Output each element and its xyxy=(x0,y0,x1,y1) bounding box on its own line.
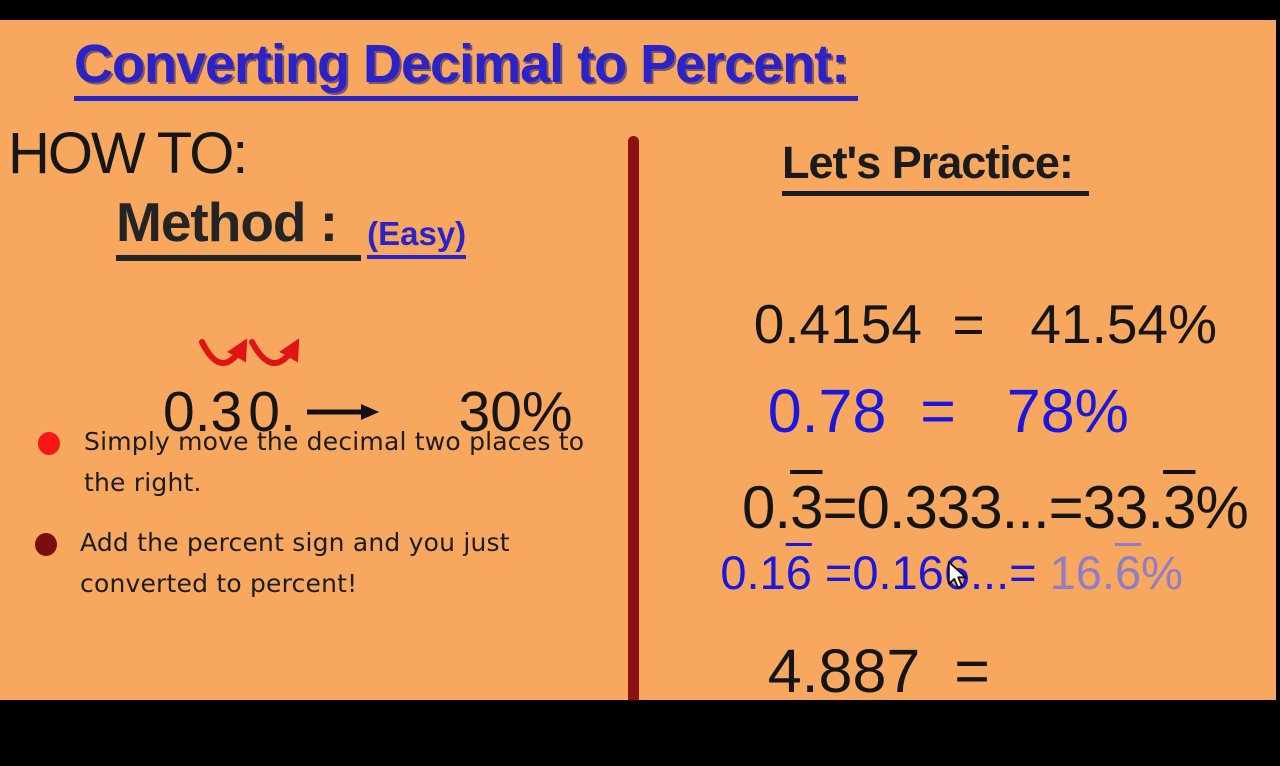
section-divider xyxy=(628,136,639,700)
bottom-letterbox xyxy=(0,700,1280,720)
slide-background: Converting Decimal to Percent: HOW TO: M… xyxy=(0,20,1276,702)
practice-row-4: 0.16 =0.166...= 16.6% xyxy=(642,502,1183,643)
row4-answer-repeating-digit: 6 xyxy=(1115,546,1142,599)
bullet-marker-red xyxy=(38,432,60,455)
practice-heading: Let's Practice: xyxy=(782,138,1089,196)
mouse-pointer-icon xyxy=(947,561,968,589)
video-frame: Converting Decimal to Percent: HOW TO: M… xyxy=(0,0,1280,720)
row4-part: 0.1 xyxy=(720,546,786,599)
row4-part: =0.166...= xyxy=(811,546,1050,599)
long-right-arrow-icon xyxy=(306,287,433,537)
slide-title: Converting Decimal to Percent: xyxy=(74,36,859,101)
row4-answer-part: 16. xyxy=(1049,546,1115,599)
row3-repeating-digit: 3 xyxy=(1163,474,1196,541)
right-letterbox xyxy=(1276,0,1280,720)
bullet-line: Add the percent sign and you just xyxy=(80,528,510,557)
practice-row-2: 0.78 = 78% xyxy=(666,320,1129,503)
practice-row-5-text: 4.887 = xyxy=(767,637,990,705)
practice-row-3: 0.3=0.333...=33.3% xyxy=(648,418,1249,598)
example-shifted-digits: 0. xyxy=(248,379,296,444)
row3-part: 0. xyxy=(742,474,791,541)
row4-repeating-digit: 6 xyxy=(785,546,812,599)
practice-row-1: 0.4154 = 41.54% xyxy=(662,242,1217,407)
row3-repeating-digit: 3 xyxy=(790,474,823,541)
method-easy-label: (Easy) xyxy=(367,215,467,259)
example-lead-number: 0.3 xyxy=(163,379,243,444)
method-heading: Method : (Easy) xyxy=(116,192,467,261)
practice-row-2-text: 0.78 = 78% xyxy=(767,377,1129,445)
decimal-hop-arrows-icon xyxy=(194,337,308,377)
bullet-line: Simply move the decimal two places to xyxy=(84,427,585,456)
bullet-line: the right. xyxy=(84,467,202,497)
practice-row-1-text: 0.4154 = 41.54% xyxy=(753,293,1217,355)
bullet-text-add-percent: Add the percent sign and you just conver… xyxy=(80,523,510,604)
bullet-marker-maroon xyxy=(35,533,57,556)
practice-row-5: 4.887 = xyxy=(666,580,990,763)
method-label: Method : xyxy=(116,192,362,261)
row3-part: % xyxy=(1195,474,1248,541)
row4-answer-part: % xyxy=(1141,546,1183,599)
example-result: 30% xyxy=(458,379,573,444)
top-letterbox xyxy=(0,0,1280,20)
row3-part: =0.333...=33. xyxy=(822,474,1164,541)
bullet-text-move-decimal: Simply move the decimal two places to th… xyxy=(84,422,584,503)
bullet-line: converted to percent! xyxy=(80,568,358,598)
example-expression: 0.3 0. 30% xyxy=(163,287,573,537)
how-to-label: HOW TO: xyxy=(8,121,248,186)
